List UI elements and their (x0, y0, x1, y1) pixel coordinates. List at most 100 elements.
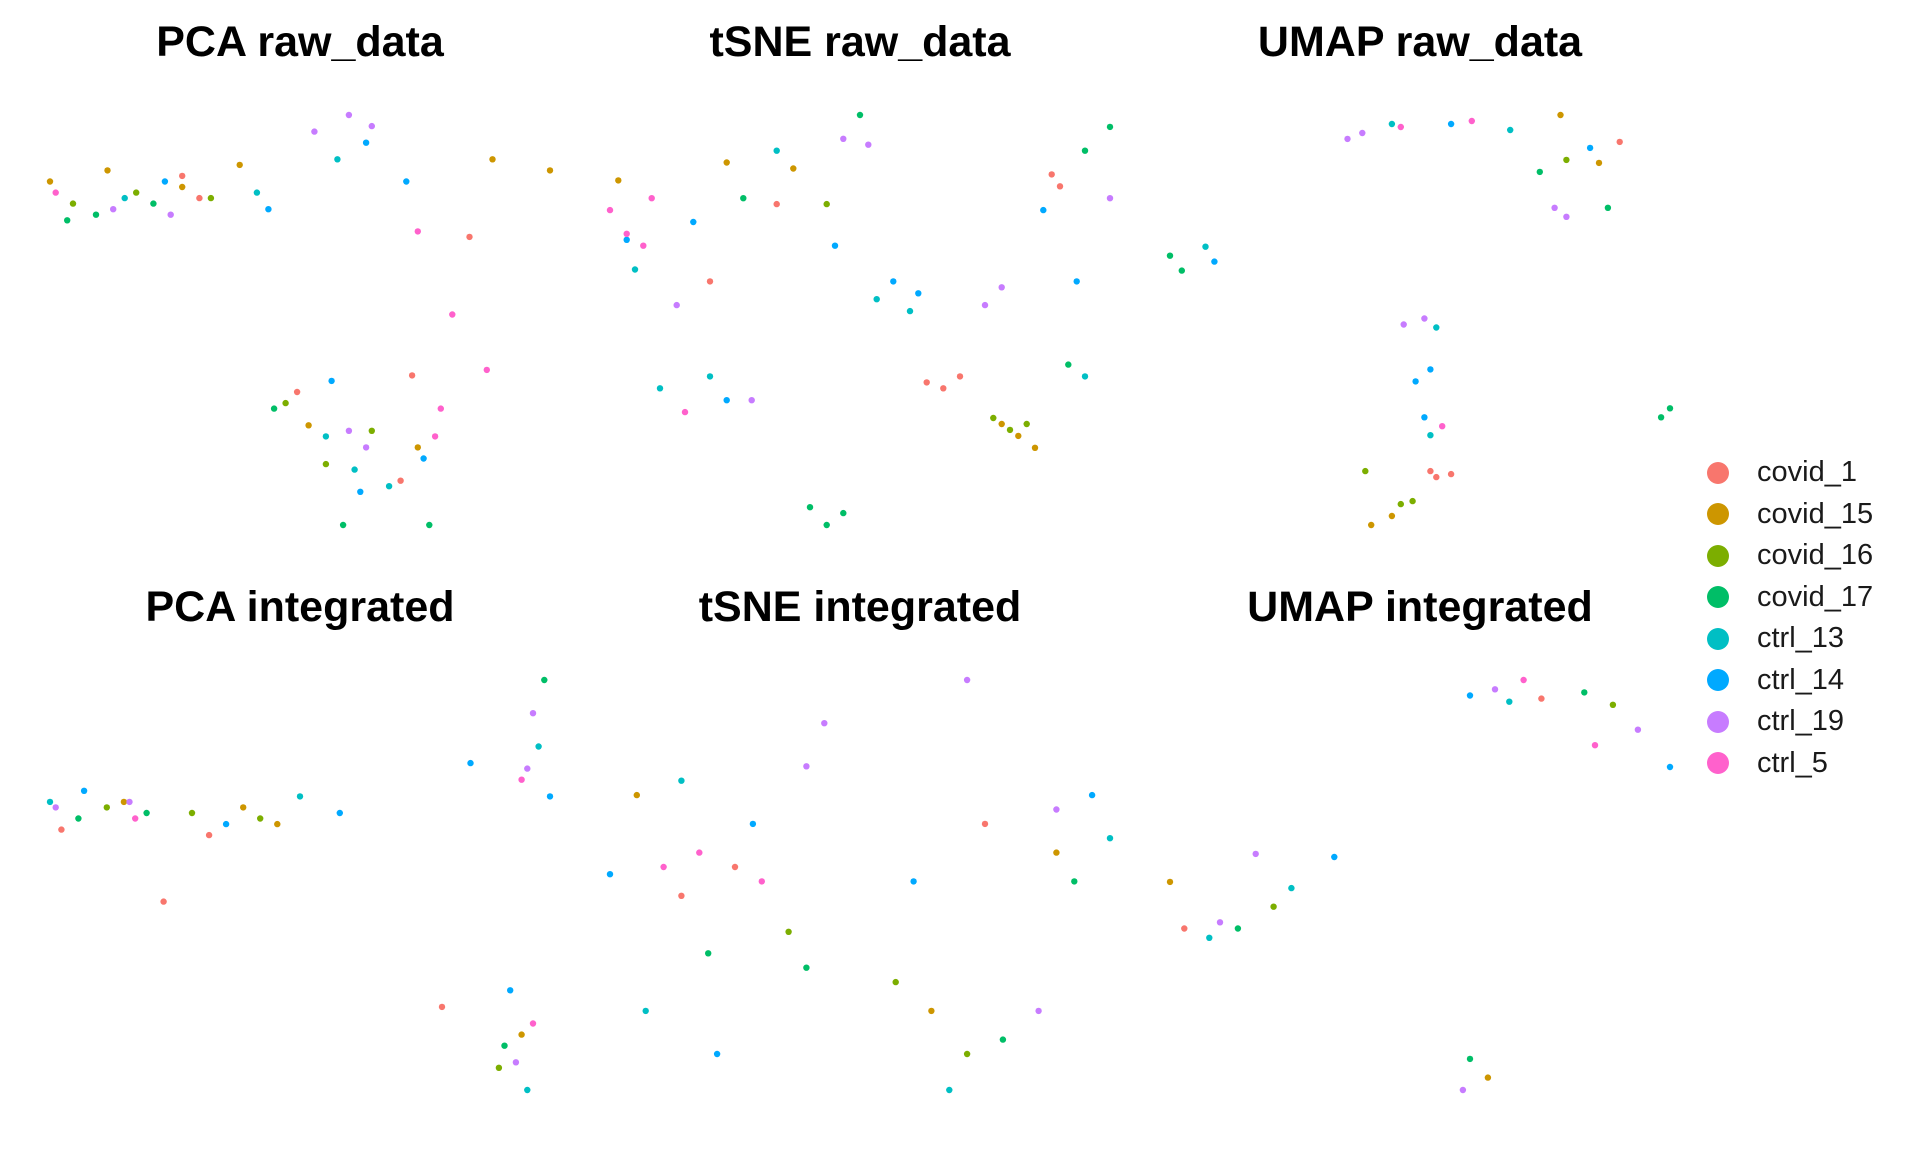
data-point (673, 301, 680, 309)
data-point (1106, 195, 1114, 202)
legend-label: covid_16 (1757, 539, 1874, 572)
data-point (748, 397, 755, 404)
data-point (126, 798, 133, 806)
data-point (529, 710, 537, 717)
data-point (240, 804, 247, 811)
data-point (915, 290, 922, 297)
data-point (160, 898, 167, 905)
data-point (773, 147, 780, 154)
data-point (524, 1086, 531, 1094)
data-point (501, 1042, 508, 1049)
data-point (345, 427, 353, 434)
data-point (678, 777, 685, 784)
data-point (990, 414, 997, 422)
data-point (1538, 695, 1545, 702)
data-point (999, 1036, 1007, 1043)
panel-title: PCA raw_data (156, 18, 444, 66)
data-point (1166, 878, 1174, 886)
data-point (1181, 925, 1188, 932)
data-point (546, 793, 554, 800)
data-point (1359, 129, 1366, 137)
data-point (1563, 156, 1570, 164)
legend-key (1707, 752, 1729, 775)
data-point (1447, 470, 1455, 478)
data-point (207, 194, 215, 202)
data-point (58, 826, 65, 833)
data-point (1563, 213, 1570, 220)
data-point (438, 1003, 446, 1011)
scatter-plot (1166, 676, 1674, 1094)
data-point (1433, 324, 1440, 331)
scatter-plot (606, 676, 1114, 1094)
data-point (161, 178, 169, 185)
data-point (1400, 321, 1407, 328)
legend-key (1707, 586, 1729, 609)
data-point (69, 200, 77, 207)
data-point (998, 420, 1005, 428)
data-point (963, 1050, 971, 1058)
data-point (790, 165, 797, 172)
data-point (998, 284, 1005, 291)
data-point (1634, 726, 1642, 733)
data-point (64, 217, 71, 224)
data-point (690, 218, 697, 226)
legend-label: covid_17 (1757, 580, 1874, 613)
data-point (1388, 512, 1396, 520)
data-point (1609, 701, 1617, 708)
data-point (336, 809, 343, 817)
data-point (1368, 521, 1375, 529)
data-point (773, 200, 780, 208)
data-point (535, 743, 542, 750)
legend-item: ctrl_13 (1707, 618, 1907, 660)
data-point (1040, 206, 1047, 214)
data-point (705, 950, 712, 957)
scatter-plot (46, 111, 554, 529)
data-point (143, 809, 150, 817)
data-point (706, 278, 714, 285)
data-point (385, 483, 393, 490)
data-point (132, 815, 139, 822)
data-point (305, 422, 312, 429)
data-point (467, 759, 474, 767)
data-point (749, 820, 757, 828)
data-point (236, 161, 243, 169)
panel-tsne-integrated: tSNE integrated (580, 565, 1140, 1125)
data-point (1206, 934, 1213, 941)
legend-item: covid_15 (1707, 494, 1907, 536)
panel-title: UMAP integrated (1247, 583, 1593, 631)
data-point (856, 111, 864, 119)
legend-label: ctrl_5 (1757, 746, 1828, 779)
data-point (282, 399, 289, 407)
data-point (606, 206, 614, 214)
data-point (46, 178, 54, 185)
data-point (270, 405, 278, 412)
data-point (823, 200, 830, 208)
data-point (1252, 850, 1259, 858)
data-point (1202, 243, 1209, 250)
data-point (840, 135, 847, 142)
panel-title: tSNE raw_data (709, 18, 1011, 66)
data-point (656, 385, 664, 392)
data-point (1447, 120, 1455, 128)
data-point (1031, 444, 1039, 451)
legend-key (1707, 627, 1729, 650)
legend-key (1707, 461, 1729, 484)
data-point (648, 195, 655, 202)
data-point (1666, 763, 1674, 771)
data-point (345, 111, 353, 119)
data-point (414, 228, 421, 235)
data-point (1053, 849, 1060, 856)
data-point (606, 871, 614, 878)
data-point (1048, 171, 1055, 178)
data-point (328, 377, 335, 385)
data-point (1015, 432, 1022, 440)
data-point (906, 307, 914, 315)
data-point (274, 820, 281, 828)
data-point (196, 194, 203, 202)
data-point (831, 242, 839, 249)
data-point (529, 1020, 537, 1027)
data-point (222, 820, 230, 828)
data-point (615, 177, 622, 184)
data-point (1581, 689, 1588, 696)
data-point (1536, 168, 1543, 176)
